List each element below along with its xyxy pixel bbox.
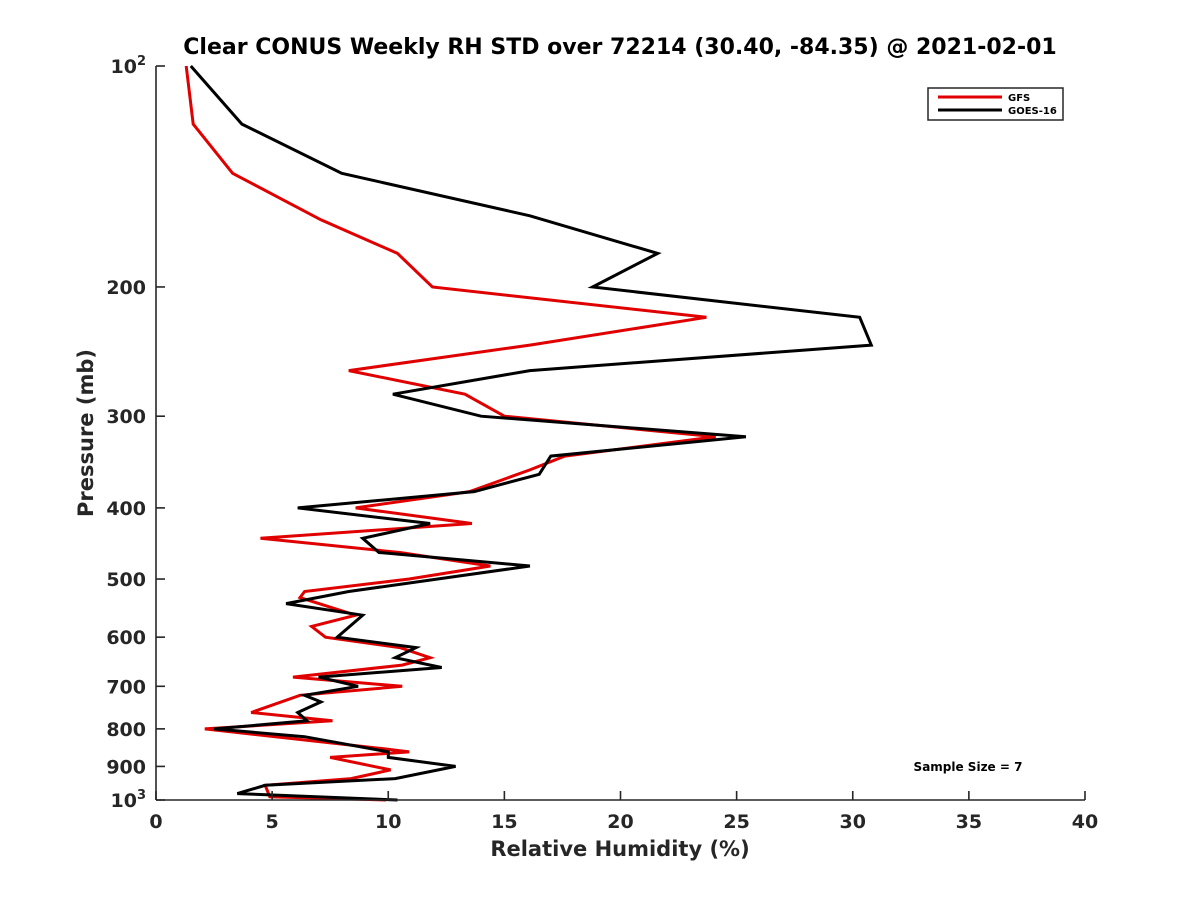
y-tick-label: 400 <box>106 498 146 520</box>
y-ticks: 102 200 300 400 500 600 700 800 900 103 <box>106 54 165 812</box>
x-tick-label: 10 <box>375 811 401 833</box>
x-tick-label: 25 <box>723 811 749 833</box>
y-axis-label: Pressure (mb) <box>74 349 98 517</box>
x-tick-label: 35 <box>956 811 982 833</box>
y-tick-label: 102 <box>111 54 147 78</box>
x-tick-label: 20 <box>607 811 633 833</box>
x-tick-label: 5 <box>266 811 279 833</box>
legend-label-goes16: GOES-16 <box>1008 106 1057 117</box>
series-layer <box>184 65 874 802</box>
y-tick-label: 500 <box>106 569 146 591</box>
legend: GFS GOES-16 <box>927 87 1064 121</box>
series-line-gfs <box>184 65 716 802</box>
y-tick-label: 900 <box>106 756 146 778</box>
series-line-goes16 <box>189 65 874 802</box>
x-tick-label: 30 <box>840 811 866 833</box>
x-tick-label: 0 <box>149 811 162 833</box>
x-ticks: 0 5 10 15 20 25 30 35 40 <box>149 791 1098 833</box>
x-tick-label: 15 <box>491 811 517 833</box>
y-tick-label: 800 <box>106 719 146 741</box>
x-axis-label: Relative Humidity (%) <box>490 837 749 861</box>
x-tick-label: 40 <box>1072 811 1098 833</box>
sample-size-annotation: Sample Size = 7 <box>914 760 1023 774</box>
y-tick-label: 300 <box>106 406 146 428</box>
y-tick-label: 600 <box>106 627 146 649</box>
legend-label-gfs: GFS <box>1008 93 1030 104</box>
legend-box <box>927 87 1064 121</box>
y-tick-label: 200 <box>106 277 146 299</box>
y-tick-label: 700 <box>106 676 146 698</box>
y-tick-label: 103 <box>111 788 147 812</box>
chart-title: Clear CONUS Weekly RH STD over 72214 (30… <box>183 35 1056 60</box>
